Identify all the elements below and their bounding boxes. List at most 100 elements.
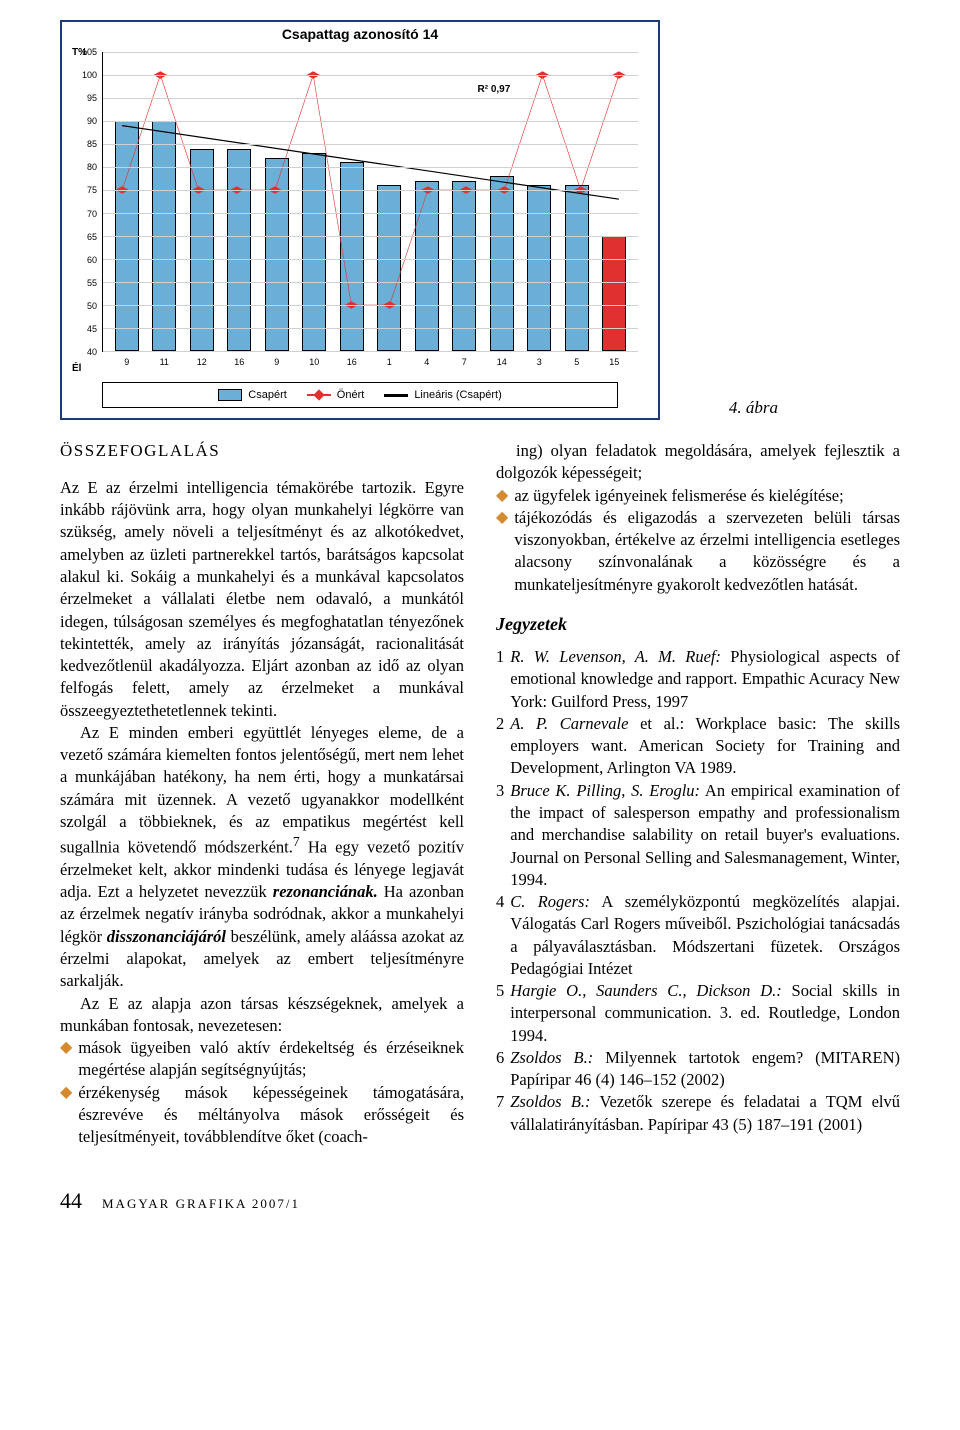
bullet-text: mások ügyeiben való aktív érdekeltség és… [78,1037,464,1082]
bar-slot: 12 [183,52,221,351]
summary-heading: ÖSSZEFOGLALÁS [60,440,464,463]
ref-text: R. W. Levenson, A. M. Ruef: Physiologica… [510,646,900,713]
reference-item: 4C. Rogers: A személyközpontú megközelít… [496,891,900,980]
x-tick-label: 12 [197,357,207,367]
bar-slot: 16 [221,52,259,351]
y-tick-label: 65 [87,232,97,242]
y-tick-label: 90 [87,116,97,126]
x-tick-label: 16 [234,357,244,367]
bar [565,185,589,351]
notes-heading: Jegyzetek [496,612,900,636]
x-tick-label: 9 [124,357,129,367]
x-tick-label: 16 [347,357,357,367]
legend-label: Csapért [248,389,287,401]
legend-item: Csapért [218,389,287,401]
y-axis: 404550556065707580859095100105 [67,52,97,352]
right-bullets: ◆az ügyfelek igényeinek felismerése és k… [496,485,900,596]
bar-slot: 10 [296,52,334,351]
ref-text: Hargie O., Saunders C., Dickson D.: Soci… [510,980,900,1047]
x-tick-label: 10 [309,357,319,367]
bar-slot: 3 [521,52,559,351]
grid-line [103,190,638,191]
bar [527,185,551,351]
y-tick-label: 60 [87,255,97,265]
page-number: 44 [60,1188,82,1214]
bar [490,176,514,351]
bullet-text: tájékozódás és eligazodás a szervezeten … [514,507,900,596]
bar [302,153,326,351]
bullet-icon: ◆ [496,485,508,507]
x-tick-label: 1 [387,357,392,367]
reference-item: 2A. P. Carnevale et al.: Workplace basic… [496,713,900,780]
grid-line [103,328,638,329]
bars-group: 911121691016147143515 [103,52,638,351]
bullet-item: ◆az ügyfelek igényeinek felismerése és k… [496,485,900,507]
grid-line [103,213,638,214]
bullet-icon: ◆ [496,507,508,529]
chart-container: Csapattag azonosító 14 4. ábra T% Él 404… [60,20,660,420]
chart-area: T% Él 404550556065707580859095100105 911… [102,52,638,372]
bullet-item: ◆mások ügyeiben való aktív érdekeltség é… [60,1037,464,1082]
bar [602,236,626,351]
bullet-item: ◆érzékenység mások képességeinek támogat… [60,1082,464,1149]
chart-caption: 4. ábra [729,398,778,418]
legend-item: Lineáris (Csapért) [384,389,501,401]
ref-text: Zsoldos B.: Vezetők szerepe és feladatai… [510,1091,900,1136]
bar-slot: 5 [558,52,596,351]
reference-item: 5Hargie O., Saunders C., Dickson D.: Soc… [496,980,900,1047]
left-bullets: ◆mások ügyeiben való aktív érdekeltség é… [60,1037,464,1148]
ref-number: 1 [496,646,504,713]
ref-text: Zsoldos B.: Milyennek tartotok engem? (M… [510,1047,900,1092]
y-tick-label: 100 [82,70,97,80]
grid-line [103,259,638,260]
chart-legend: Csapért Önért Lineáris (Csapért) [102,382,618,408]
x-tick-label: 3 [537,357,542,367]
bar [227,149,251,351]
bar-slot: 9 [258,52,296,351]
bar [265,158,289,351]
grid-line [103,98,638,99]
plot-region: 911121691016147143515 R² 0,97 [102,52,638,352]
x-tick-label: 11 [160,357,169,367]
grid-line [103,282,638,283]
legend-swatch [384,394,408,397]
x-tick-label: 9 [274,357,279,367]
legend-swatch [307,394,331,396]
cont-line: ing) olyan feladatok megoldására, amelye… [496,440,900,485]
bar-slot: 4 [408,52,446,351]
y-tick-label: 40 [87,347,97,357]
y-tick-label: 105 [82,47,97,57]
references: 1R. W. Levenson, A. M. Ruef: Physiologic… [496,646,900,1136]
reference-item: 6Zsoldos B.: Milyennek tartotok engem? (… [496,1047,900,1092]
bullet-text: érzékenység mások képességeinek támogatá… [78,1082,464,1149]
reference-item: 3Bruce K. Pilling, S. Eroglu: An empiric… [496,780,900,891]
reference-item: 7Zsoldos B.: Vezetők szerepe és feladata… [496,1091,900,1136]
legend-item: Önért [307,389,365,401]
ref-number: 5 [496,980,504,1047]
bar [415,181,439,351]
bar-slot: 7 [446,52,484,351]
page-footer: 44 MAGYAR GRAFIKA 2007/1 [60,1188,900,1214]
x-tick-label: 14 [497,357,507,367]
bar-slot: 9 [108,52,146,351]
ref-number: 4 [496,891,504,980]
x-tick-label: 5 [574,357,579,367]
bar [377,185,401,351]
ref-text: C. Rogers: A személyközpontú megközelíté… [510,891,900,980]
right-column: ing) olyan feladatok megoldására, amelye… [496,440,900,1148]
page-root: Csapattag azonosító 14 4. ábra T% Él 404… [0,0,960,1244]
bar-slot: 1 [371,52,409,351]
r2-annotation: R² 0,97 [478,84,511,95]
bar-slot: 14 [483,52,521,351]
bullet-item: ◆ tájékozódás és eligazodás a szervezeten… [496,507,900,596]
x-tick-label: 4 [424,357,429,367]
bar-slot: 16 [333,52,371,351]
grid-line [103,52,638,53]
x-tick-label: 15 [609,357,619,367]
para-3: Az E az alapja azon társas készségeknek,… [60,993,464,1038]
ref-number: 6 [496,1047,504,1092]
grid-line [103,351,638,352]
legend-swatch [218,389,242,401]
bar-slot: 15 [596,52,634,351]
grid-line [103,121,638,122]
